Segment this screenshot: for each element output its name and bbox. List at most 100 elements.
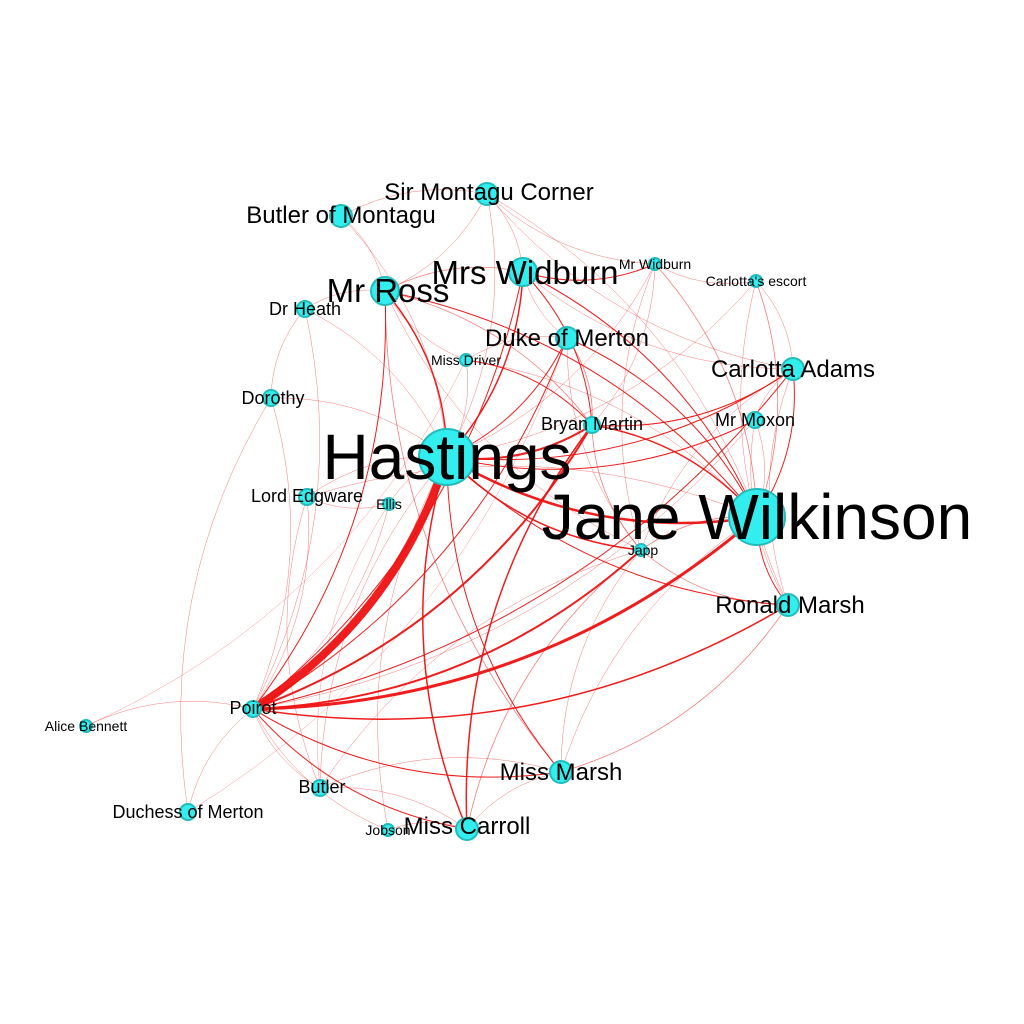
edge-hastings-miss_carroll — [422, 456, 468, 830]
edge-miss_marsh-butler — [319, 757, 562, 789]
node-dorothy[interactable] — [262, 389, 280, 407]
node-label-dorothy: Dorothy — [241, 388, 304, 408]
node-mr_moxon[interactable] — [746, 411, 764, 429]
node-miss_carroll[interactable] — [455, 817, 479, 841]
edge-dorothy-duchess — [180, 397, 272, 813]
edge-hastings-miss_marsh — [446, 456, 562, 773]
node-poirot[interactable] — [244, 700, 262, 718]
node-jane[interactable] — [728, 488, 786, 546]
edge-hastings-carlottas_escort — [446, 280, 757, 458]
node-bryan[interactable] — [583, 416, 601, 434]
node-butler_montagu[interactable] — [329, 204, 353, 228]
node-label-duke: Duke of Merton — [485, 325, 649, 352]
edge-poirot-duchess — [187, 708, 254, 813]
node-duchess[interactable] — [179, 803, 197, 821]
edge-poirot-ronald — [252, 604, 789, 720]
edge-japp-miss_carroll — [466, 549, 642, 830]
node-label-butler_montagu: Butler of Montagu — [246, 202, 435, 229]
node-butler[interactable] — [311, 779, 329, 797]
edge-jane-mr_widburn — [654, 263, 758, 518]
node-hastings[interactable] — [418, 428, 476, 486]
node-alice[interactable] — [79, 719, 93, 733]
edge-carlotta-japp — [640, 368, 794, 551]
node-jobson[interactable] — [381, 823, 395, 837]
node-mrs_widburn[interactable] — [508, 257, 538, 287]
edge-hastings-ronald — [446, 456, 789, 606]
edge-mr_ross-sir_montagu — [384, 193, 488, 292]
node-mr_ross[interactable] — [370, 276, 400, 306]
edge-bryan-miss_carroll — [465, 424, 593, 830]
edge-sir_montagu-mr_widburn — [486, 193, 656, 265]
edge-mr_widburn-japp — [621, 263, 656, 551]
edge-hastings-mr_widburn — [446, 263, 656, 458]
edge-bryan-japp — [591, 424, 642, 551]
edge-hastings-jobson — [377, 456, 448, 831]
node-label-duchess: Duchess of Merton — [112, 802, 263, 822]
node-label-alice: Alice Bennett — [45, 718, 128, 734]
edge-poirot-mr_moxon — [252, 419, 756, 710]
edge-poirot-jane — [252, 515, 758, 711]
edge-mr_ross-japp — [384, 290, 642, 551]
edge-jane-sir_montagu — [486, 193, 758, 518]
edge-poirot-dr_heath — [252, 308, 320, 710]
edge-miss_marsh-ronald — [560, 604, 789, 773]
node-label-mr_moxon: Mr Moxon — [715, 410, 795, 430]
node-carlottas_escort[interactable] — [749, 274, 763, 288]
edge-bryan-mr_ross — [384, 290, 593, 426]
edge-hastings-butler_montagu — [340, 215, 448, 458]
edge-alice-miss_driver — [85, 359, 467, 727]
edge-jane-carlottas_escort — [755, 280, 779, 518]
node-label-ellis: Ellis — [376, 496, 402, 512]
edge-dr_heath-dorothy — [270, 308, 306, 399]
node-japp[interactable] — [634, 543, 648, 557]
edge-jane-miss_marsh — [560, 516, 758, 773]
node-label-ronald: Ronald Marsh — [715, 592, 864, 619]
node-sir_montagu[interactable] — [475, 182, 499, 206]
edge-mr_ross-miss_marsh — [384, 290, 562, 773]
node-miss_driver[interactable] — [459, 353, 473, 367]
edge-lord_edgware-butler — [286, 496, 321, 789]
node-mr_widburn[interactable] — [648, 257, 662, 271]
node-lord_edgware[interactable] — [298, 488, 316, 506]
edge-carlottas_escort-ronald — [740, 280, 789, 606]
node-ellis[interactable] — [382, 497, 396, 511]
edge-mrs_widburn-mr_widburn — [522, 263, 656, 281]
node-label-miss_carroll: Miss Carroll — [404, 813, 531, 840]
edge-mrs_widburn-carlotta — [522, 271, 794, 370]
node-duke[interactable] — [555, 326, 579, 350]
node-label-carlottas_escort: Carlotta's escort — [706, 273, 807, 289]
edge-poirot-dorothy — [252, 397, 291, 710]
node-label-carlotta: Carlotta Adams — [711, 356, 875, 383]
edge-sir_montagu-butler_montagu — [340, 189, 488, 217]
node-label-dr_heath: Dr Heath — [269, 299, 341, 319]
node-layer — [79, 182, 805, 841]
edge-poirot-miss_marsh — [252, 708, 562, 778]
edge-hastings-jane — [446, 455, 758, 525]
edge-poirot-hastings — [250, 455, 451, 713]
edge-bryan-mr_widburn — [591, 263, 656, 426]
edge-jane-miss_driver — [465, 359, 758, 518]
edge-bryan-miss_driver — [465, 359, 593, 426]
node-label-jobson: Jobson — [365, 822, 410, 838]
node-dr_heath[interactable] — [296, 300, 314, 318]
node-ronald[interactable] — [776, 593, 800, 617]
edge-poirot-alice — [85, 701, 254, 727]
edge-bryan-carlotta — [591, 368, 794, 427]
node-label-lord_edgware: Lord Edgware — [251, 486, 363, 506]
edge-miss_carroll-butler — [319, 787, 468, 830]
edge-duke-japp — [566, 337, 642, 551]
edge-jane-duke — [566, 337, 758, 518]
node-label-mrs_widburn: Mrs Widburn — [431, 254, 618, 291]
edge-poirot-carlotta — [252, 368, 794, 710]
edge-poirot-bryan — [252, 424, 593, 710]
edge-hastings-sir_montagu — [446, 193, 496, 458]
edge-jane-mr_ross — [384, 290, 758, 518]
edge-poirot-mr_ross — [252, 290, 387, 710]
edge-hastings-butler — [319, 456, 448, 789]
node-label-poirot: Poirot — [229, 698, 276, 718]
node-carlotta[interactable] — [781, 357, 805, 381]
edge-duchess-duke — [187, 337, 568, 813]
edge-ellis-butler — [317, 503, 390, 789]
node-miss_marsh[interactable] — [549, 760, 573, 784]
